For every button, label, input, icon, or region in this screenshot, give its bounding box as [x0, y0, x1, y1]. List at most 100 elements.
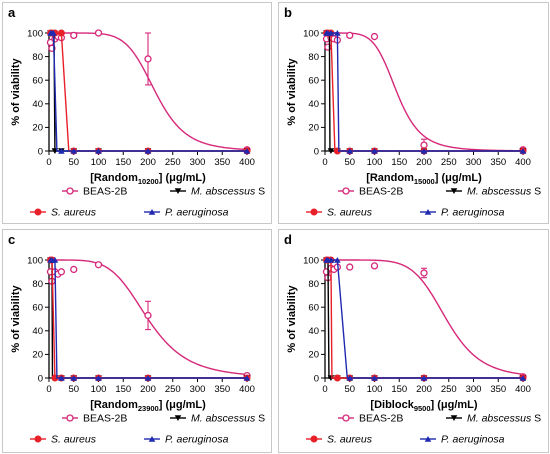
x-tick-label: 150 [115, 384, 131, 395]
x-tick-label: 350 [490, 157, 506, 168]
x-tick-label: 200 [140, 384, 156, 395]
legend-marker [174, 415, 182, 421]
x-tick-label: 50 [68, 157, 79, 168]
y-tick-label: 40 [32, 99, 43, 110]
legend-marker [424, 209, 432, 215]
x-tick-label: 0 [322, 157, 327, 168]
panel-letter: a [8, 5, 16, 20]
data-point-beas [144, 311, 152, 320]
series-paeru [47, 30, 251, 154]
legend-label-beas: BEAS-2B [359, 186, 403, 198]
panel-b: b 0 20 40 60 80 100 0 50 100 150 200 250 300 350 400 % o… [278, 2, 549, 224]
legend: BEAS-2B M. abscessus S S. aureus P. aerugin… [30, 413, 265, 446]
x-tick-label: 400 [239, 384, 255, 395]
panel-letter: d [284, 232, 292, 247]
legend-marker [174, 188, 182, 194]
legend-marker [148, 209, 156, 215]
series-paeru [323, 257, 527, 381]
legend: BEAS-2B M. abscessus S S. aureus P. aerugin… [306, 186, 541, 219]
y-tick-label: 40 [32, 326, 43, 337]
x-tick-label: 50 [344, 384, 355, 395]
data-point-beas [70, 265, 78, 274]
series-paeru [47, 257, 251, 381]
x-tick-label: 250 [441, 157, 457, 168]
legend-label-paeru: P. aeruginosa [441, 434, 505, 446]
data-point-beas [346, 31, 354, 40]
y-tick-label: 60 [308, 76, 319, 87]
legend-marker [310, 208, 318, 216]
legend: BEAS-2B M. abscessus S S. aureus P. aerugin… [306, 413, 541, 446]
legend-marker [450, 415, 458, 421]
x-tick-label: 50 [344, 157, 355, 168]
y-tick-label: 100 [303, 255, 319, 266]
data-point-paeru [58, 375, 65, 381]
data-point-paeru [70, 148, 78, 154]
legend: BEAS-2B M. abscessus S S. aureus P. aerugin… [30, 186, 265, 219]
x-axis-label: [Random10200] (μg/mL) [90, 172, 206, 186]
x-tick-label: 350 [214, 157, 230, 168]
legend-marker [66, 187, 74, 195]
legend-marker [34, 208, 42, 216]
y-tick-label: 60 [32, 76, 43, 87]
x-tick-label: 200 [416, 157, 432, 168]
legend-label-mabs: M. abscessus S [191, 413, 265, 425]
data-point-beas [420, 269, 428, 277]
panel-frame [2, 2, 272, 224]
x-tick-label: 100 [367, 157, 383, 168]
data-point-paeru [334, 257, 341, 263]
x-tick-label: 150 [391, 384, 407, 395]
x-tick-label: 400 [515, 157, 531, 168]
data-point-paeru [58, 148, 65, 154]
y-axis-label: % of viability [10, 58, 22, 126]
y-tick-label: 0 [314, 146, 319, 157]
data-point-paeru [420, 148, 428, 154]
y-axis-label: % of viability [286, 58, 298, 126]
data-point-paeru [334, 30, 341, 36]
panel-frame [278, 229, 549, 453]
panel-a: a 0 20 40 60 80 100 0 50 100 150 200 250 300 350 400 % o… [2, 2, 272, 224]
data-point-paeru [95, 148, 102, 154]
x-tick-label: 400 [239, 157, 255, 168]
x-tick-label: 100 [367, 384, 383, 395]
x-tick-label: 0 [322, 384, 327, 395]
x-tick-label: 150 [115, 157, 131, 168]
y-tick-label: 20 [32, 350, 43, 361]
x-tick-label: 250 [441, 384, 457, 395]
data-point-paeru [95, 375, 102, 381]
x-tick-label: 0 [46, 157, 51, 168]
y-tick-label: 80 [32, 279, 43, 290]
data-point-paeru [243, 148, 251, 154]
data-point-paeru [51, 257, 59, 263]
data-point-beas [70, 31, 78, 40]
x-tick-label: 100 [91, 384, 107, 395]
x-axis-label: [Random23900] (μg/mL) [90, 399, 206, 413]
legend-marker [450, 188, 458, 194]
fit-curve-beas [325, 32, 524, 152]
y-tick-label: 40 [308, 326, 319, 337]
data-point-beas [346, 263, 354, 271]
x-tick-label: 300 [466, 157, 482, 168]
y-tick-label: 20 [308, 350, 319, 361]
panel-c: c 0 20 40 60 80 100 0 50 100 150 200 250 300 350 400 % o… [2, 229, 272, 453]
data-point-paeru [70, 375, 78, 381]
x-axis-label: [Diblock9500] (μg/mL) [370, 399, 477, 413]
y-tick-label: 80 [308, 279, 319, 290]
data-point-beas [370, 32, 379, 41]
y-axis-label: % of viability [10, 285, 22, 353]
data-point-beas [370, 262, 379, 270]
x-tick-label: 300 [190, 384, 206, 395]
y-tick-label: 60 [32, 303, 43, 314]
data-point-paeru [346, 148, 354, 154]
legend-label-mabs: M. abscessus S [191, 186, 265, 198]
panel-letter: c [8, 232, 15, 247]
legend-marker [310, 435, 318, 443]
legend-label-saureus: S. aureus [327, 434, 373, 446]
legend-marker [424, 436, 432, 442]
y-tick-label: 20 [308, 123, 319, 134]
legend-label-paeru: P. aeruginosa [165, 207, 229, 219]
x-tick-label: 350 [214, 384, 230, 395]
y-tick-label: 40 [308, 99, 319, 110]
y-tick-label: 0 [314, 373, 319, 384]
y-tick-label: 100 [303, 28, 319, 39]
data-point-paeru [519, 148, 527, 154]
